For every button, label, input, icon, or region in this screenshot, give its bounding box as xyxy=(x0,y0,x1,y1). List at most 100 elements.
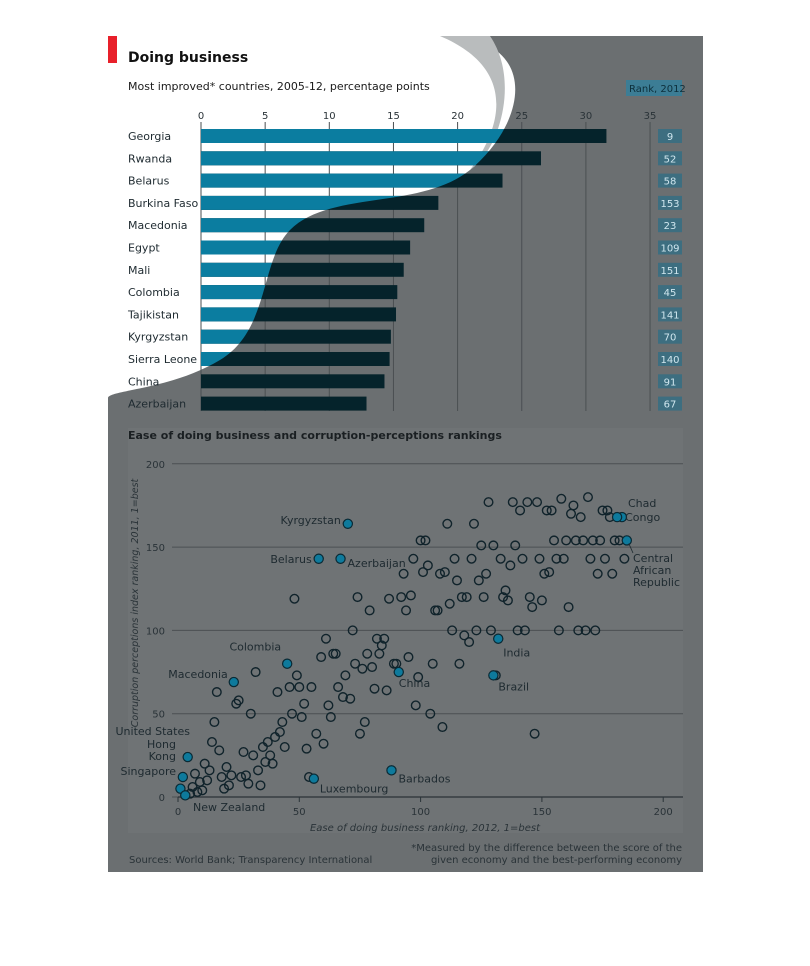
accent-bar xyxy=(108,36,117,63)
scatter-point xyxy=(376,640,387,651)
scatter-point xyxy=(595,535,606,546)
scatter-point xyxy=(534,553,545,564)
bar-chart-category-labels: Georgia Rwanda Belarus Burkina Faso Macedoni… xyxy=(127,130,198,411)
scatter-x-tick-label: 100 xyxy=(411,807,430,818)
scatter-point xyxy=(420,535,431,546)
rank-badge xyxy=(658,151,682,166)
scatter-highlight-point xyxy=(335,553,346,564)
scatter-point xyxy=(422,560,433,571)
scatter-point xyxy=(279,742,290,753)
scatter-point xyxy=(532,497,543,508)
scatter-point xyxy=(459,630,470,641)
scatter-title: Ease of doing business and corruption-pe… xyxy=(128,429,502,442)
scatter-point-label: Central xyxy=(633,552,673,565)
scatter-point xyxy=(202,775,213,786)
scatter-point xyxy=(267,758,278,769)
scatter-point-label: African xyxy=(633,564,671,577)
scatter-point xyxy=(556,493,567,504)
scatter-point xyxy=(461,592,472,603)
scatter-x-tick-label: 150 xyxy=(532,807,551,818)
scatter-y-tick-label: 0 xyxy=(159,793,165,804)
scatter-point xyxy=(558,553,569,564)
scatter-point xyxy=(211,687,222,698)
scatter-point xyxy=(619,553,630,564)
scatter-point xyxy=(464,637,475,648)
rank-column: 9 52 58 153 23 109 151 45 141 70 140 91 67 xyxy=(658,129,682,411)
scatter-point xyxy=(502,595,513,606)
rank-badge xyxy=(658,173,682,188)
footnote-line-2: given economy and the best-performing ec… xyxy=(431,855,682,866)
scatter-point xyxy=(306,682,317,693)
rank-value: 9 xyxy=(667,132,673,143)
bar-highlight xyxy=(201,173,503,188)
scatter-point xyxy=(592,568,603,579)
scatter-point xyxy=(299,698,310,709)
bar xyxy=(201,396,367,411)
scatter-point xyxy=(568,500,579,511)
rank-value: 45 xyxy=(664,288,677,299)
scatter-point xyxy=(384,593,395,604)
rank-header-box xyxy=(626,80,682,96)
scatter-point xyxy=(449,553,460,564)
scatter-point xyxy=(245,708,256,719)
scatter-point-label: Singapore xyxy=(121,765,177,778)
scatter-point xyxy=(301,743,312,754)
scatter-point-label: Chad xyxy=(628,497,656,510)
scatter-point xyxy=(510,540,521,551)
scatter-point xyxy=(347,625,358,636)
scatter-point xyxy=(488,540,499,551)
scatter-point xyxy=(403,652,414,663)
scatter-point xyxy=(272,687,283,698)
scatter-point-label: Congo xyxy=(625,511,660,524)
scatter-point xyxy=(546,505,557,516)
scatter-point xyxy=(561,535,572,546)
rank-value: 70 xyxy=(664,333,677,344)
rank-badge xyxy=(658,285,682,300)
scatter-point xyxy=(364,605,375,616)
scatter-point xyxy=(340,670,351,681)
scatter-point xyxy=(330,648,341,659)
scatter-point xyxy=(481,568,492,579)
scatter-point xyxy=(369,683,380,694)
scatter-highlight-point xyxy=(228,676,239,688)
bar-x-tick-label: 5 xyxy=(262,111,268,122)
rank-value: 109 xyxy=(660,244,679,255)
bar xyxy=(201,329,391,344)
scatter-point xyxy=(410,700,421,711)
scatter-point xyxy=(578,535,589,546)
scatter-point xyxy=(447,625,458,636)
bar-x-tick-label: 10 xyxy=(323,111,336,122)
scatter-point xyxy=(444,598,455,609)
bar xyxy=(201,352,390,366)
bar-chart-x-ticks: 0 5 10 15 20 25 30 35 xyxy=(198,111,657,122)
scatter-point xyxy=(354,728,365,739)
scatter-point xyxy=(408,553,419,564)
scatter-highlight-point xyxy=(493,633,504,644)
scatter-point xyxy=(357,663,368,674)
scatter-point xyxy=(209,717,220,728)
scatter-point xyxy=(362,648,373,659)
bar-chart-subtitle: Most improved* countries, 2005-12, perce… xyxy=(128,80,430,93)
rank-badge xyxy=(658,218,682,233)
scatter-point xyxy=(466,553,477,564)
bar-x-tick-label: 25 xyxy=(515,111,528,122)
bar-category-label: Sierra Leone xyxy=(128,353,197,366)
scatter-point xyxy=(233,695,244,706)
scatter-point xyxy=(541,505,552,516)
scatter-point xyxy=(517,553,528,564)
scatter-point-label: Macedonia xyxy=(168,668,228,681)
scatter-point-label: Brazil xyxy=(498,680,529,693)
sources-note: Sources: World Bank; Transparency Intern… xyxy=(129,855,372,866)
scatter-point xyxy=(333,682,344,693)
scatter-point xyxy=(287,708,298,719)
scatter-point xyxy=(236,772,247,783)
scatter-x-tick-label: 0 xyxy=(175,807,181,818)
scatter-point xyxy=(439,567,450,578)
scatter-point xyxy=(248,750,259,761)
scatter-point xyxy=(553,625,564,636)
scatter-point xyxy=(204,765,215,776)
scatter-point-label: Kong xyxy=(149,750,176,763)
scatter-point xyxy=(238,747,249,758)
scatter-highlight-point xyxy=(488,670,499,681)
scatter-point xyxy=(437,722,448,733)
